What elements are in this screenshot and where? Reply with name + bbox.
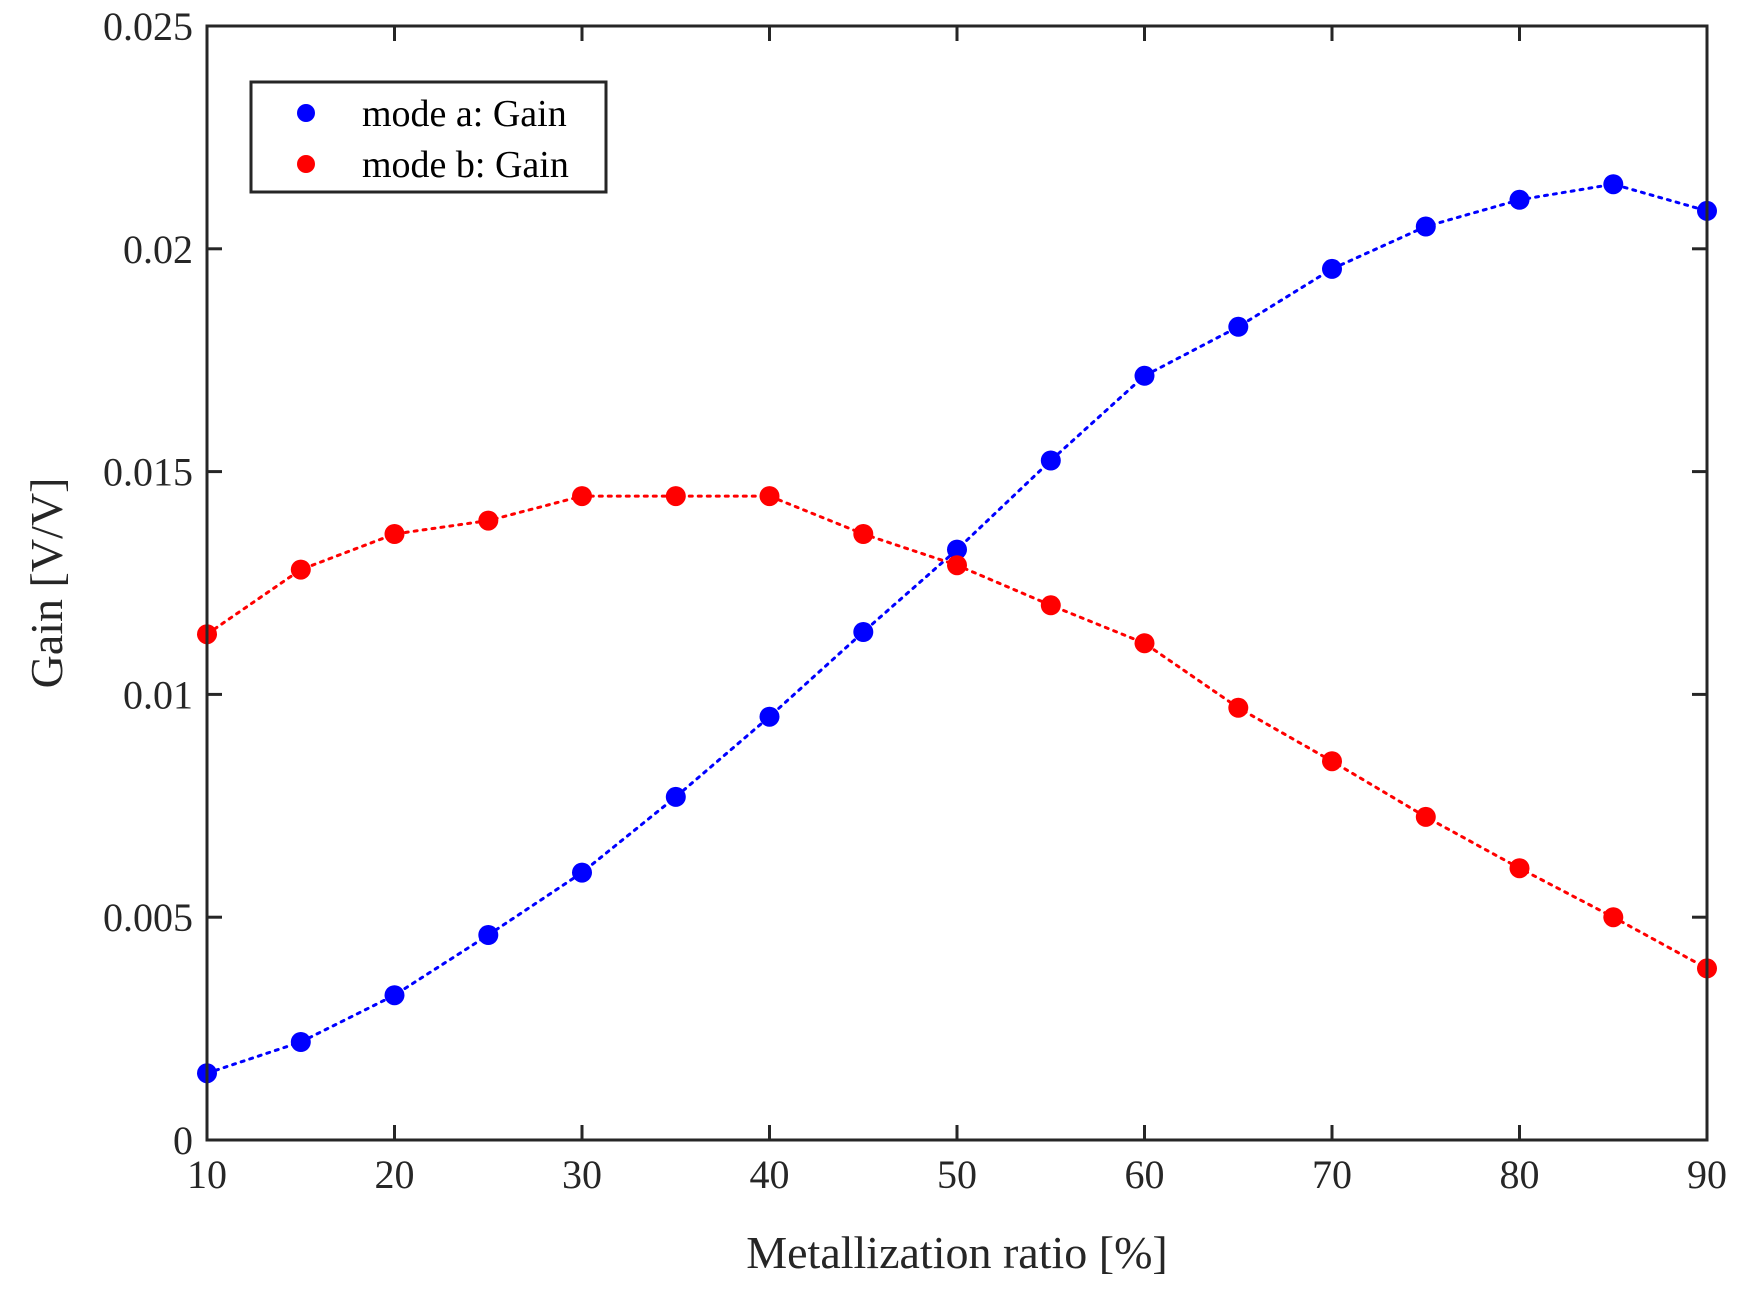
- series-line-mode-a: [205, 182, 1709, 1075]
- legend: mode a: Gain mode b: Gain: [249, 80, 608, 194]
- plot-frame: [205, 24, 1709, 1142]
- x-tick-label: 50: [937, 1152, 977, 1197]
- x-tick-label: 20: [375, 1152, 415, 1197]
- x-tick-label: 60: [1125, 1152, 1165, 1197]
- legend-box: [249, 80, 608, 194]
- x-tick-label: 40: [750, 1152, 790, 1197]
- x-tick-label: 90: [1687, 1152, 1727, 1197]
- legend-label-mode-b: mode b: Gain: [362, 144, 569, 186]
- data-point-mode-b: [1134, 633, 1155, 654]
- data-point-mode-a: [947, 539, 967, 560]
- data-point-mode-b: [478, 510, 499, 531]
- data-point-mode-a: [1509, 189, 1530, 210]
- series-layer: [197, 174, 1717, 1084]
- data-point-mode-b: [384, 524, 405, 544]
- data-point-mode-a: [1322, 258, 1342, 279]
- data-point-mode-b: [572, 486, 592, 507]
- x-tick-label: 30: [562, 1152, 602, 1197]
- x-tick-label: 80: [1500, 1152, 1540, 1197]
- data-point-mode-a: [1134, 365, 1155, 386]
- data-point-mode-a: [853, 622, 874, 642]
- x-axis-title: Metallization ratio [%]: [746, 1227, 1168, 1278]
- data-point-mode-b: [1509, 858, 1530, 879]
- data-point-mode-a: [1415, 216, 1436, 237]
- data-point-mode-b: [1415, 806, 1436, 827]
- legend-label-mode-a: mode a: Gain: [362, 93, 567, 135]
- ticks-layer: 10 20 30 40 50 60 70 80 90 0 0.005 0.01 0.015 0.02 0.0…: [103, 4, 1727, 1197]
- data-point-mode-a: [290, 1032, 311, 1052]
- data-point-mode-a: [1228, 316, 1249, 337]
- data-point-mode-a: [665, 786, 686, 807]
- data-point-mode-b: [290, 559, 311, 580]
- y-tick-label: 0.01: [123, 672, 193, 717]
- y-tick-label: 0.015: [103, 450, 193, 495]
- y-tick-label: 0.025: [103, 4, 193, 49]
- data-point-mode-a: [1040, 450, 1061, 471]
- data-point-mode-b: [1603, 907, 1624, 928]
- y-tick-label: 0.02: [123, 227, 193, 272]
- data-point-mode-a: [478, 925, 499, 945]
- data-point-mode-a: [572, 862, 592, 883]
- data-point-mode-b: [853, 524, 874, 544]
- x-tick-label: 10: [187, 1152, 227, 1197]
- legend-marker-mode-b: [297, 155, 315, 173]
- data-point-mode-a: [384, 985, 405, 1006]
- data-point-mode-b: [1228, 697, 1249, 718]
- data-point-mode-b: [665, 486, 686, 507]
- legend-marker-mode-a: [297, 104, 315, 122]
- data-point-mode-b: [1040, 595, 1061, 616]
- y-tick-label: 0.005: [103, 895, 193, 940]
- data-point-mode-a: [759, 706, 780, 727]
- x-tick-label: 70: [1312, 1152, 1352, 1197]
- y-axis-title: Gain [V/V]: [21, 478, 72, 689]
- data-point-mode-a: [1603, 174, 1624, 195]
- y-tick-label: 0: [173, 1118, 193, 1163]
- data-point-mode-b: [759, 486, 780, 507]
- data-point-mode-b: [1322, 751, 1342, 772]
- data-point-mode-b: [947, 555, 967, 576]
